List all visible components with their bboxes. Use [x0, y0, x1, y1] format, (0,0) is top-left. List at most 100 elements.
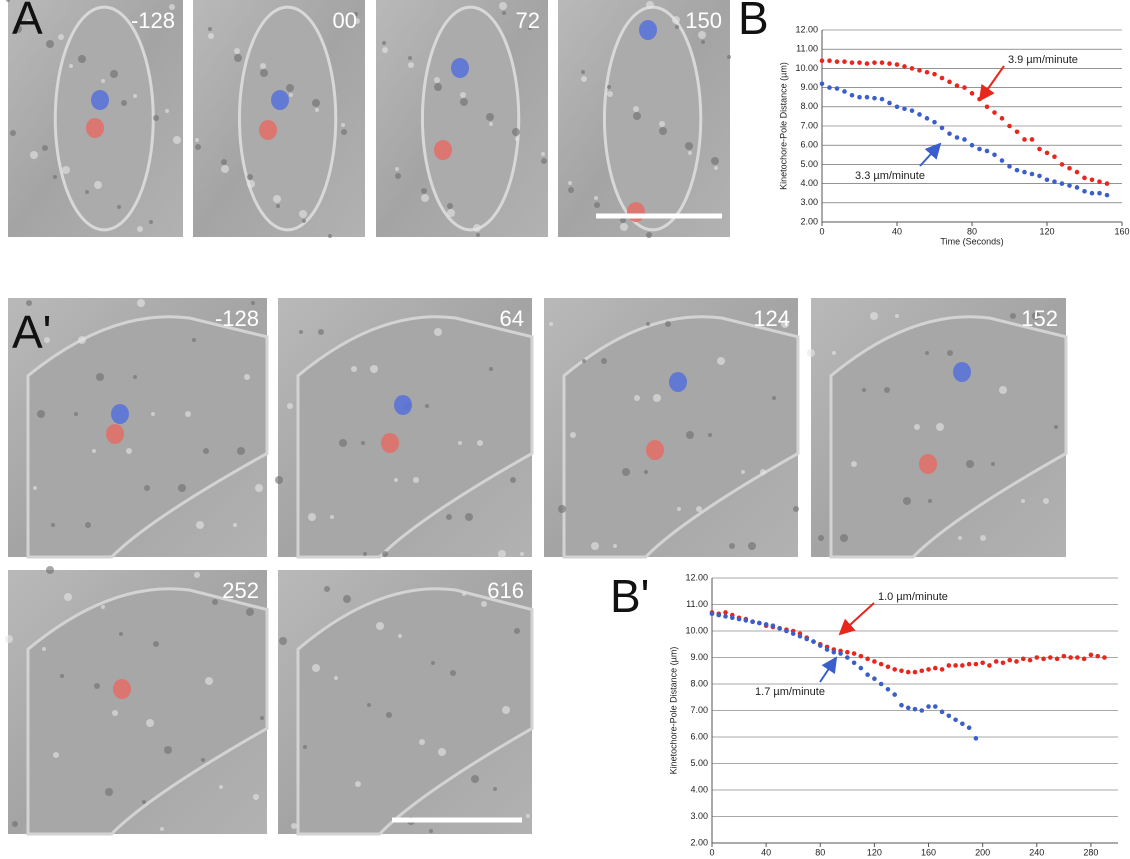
data-point	[835, 86, 840, 91]
data-point	[1022, 170, 1027, 175]
data-point	[1090, 191, 1095, 196]
texture	[549, 322, 553, 326]
texture	[144, 485, 150, 491]
data-point	[947, 714, 952, 719]
data-point	[872, 659, 877, 664]
data-point	[917, 112, 922, 117]
texture	[620, 223, 628, 231]
y-tick-label: 6.00	[690, 731, 708, 741]
x-tick-label: 120	[867, 847, 882, 857]
data-point	[1075, 185, 1080, 190]
data-point	[1068, 655, 1073, 660]
data-point	[987, 663, 992, 668]
timestamp: -128	[215, 306, 259, 331]
data-point	[1045, 151, 1050, 156]
texture	[339, 439, 347, 447]
data-point	[1045, 177, 1050, 182]
y-tick-label: 6.00	[800, 140, 818, 150]
data-point	[835, 59, 840, 64]
y-tick-label: 10.00	[685, 625, 708, 635]
data-point	[865, 672, 870, 677]
timestamp: 72	[516, 8, 540, 33]
texture	[201, 758, 205, 762]
y-tick-label: 11.00	[686, 599, 708, 609]
blue-kinetochore	[394, 395, 412, 415]
texture	[195, 144, 201, 150]
data-point	[1022, 137, 1027, 142]
data-point	[1095, 654, 1100, 659]
texture	[185, 411, 191, 417]
timestamp: 252	[222, 578, 259, 603]
texture	[714, 166, 718, 170]
data-point	[926, 667, 931, 672]
data-point	[750, 619, 755, 624]
texture	[421, 188, 427, 194]
texture	[870, 312, 878, 320]
texture	[289, 93, 293, 97]
data-point	[955, 135, 960, 140]
texture	[324, 586, 330, 592]
red-kinetochore	[113, 679, 131, 699]
data-point	[886, 664, 891, 669]
timestamp: 00	[333, 8, 357, 33]
data-point	[1035, 655, 1040, 660]
texture	[421, 194, 429, 202]
data-point	[940, 710, 945, 715]
data-point	[1030, 172, 1035, 177]
y-tick-label: 5.00	[690, 758, 708, 768]
x-tick-label: 160	[921, 847, 936, 857]
texture	[121, 100, 127, 106]
data-point	[1075, 655, 1080, 660]
data-point	[1000, 158, 1005, 163]
data-point	[842, 89, 847, 94]
data-point	[933, 704, 938, 709]
texture	[462, 592, 466, 596]
texture	[203, 448, 209, 454]
data-point	[1075, 170, 1080, 175]
y-tick-label: 3.00	[690, 811, 708, 821]
data-point	[820, 58, 825, 63]
texture	[149, 220, 153, 224]
red-kinetochore	[646, 440, 664, 460]
data-point	[827, 85, 832, 90]
data-point	[892, 692, 897, 697]
texture	[126, 448, 132, 454]
texture	[633, 106, 639, 112]
texture	[151, 412, 155, 416]
texture	[62, 166, 70, 174]
texture	[634, 395, 640, 401]
texture	[46, 40, 54, 48]
data-point	[1007, 124, 1012, 129]
texture	[541, 158, 547, 164]
data-point	[917, 68, 922, 73]
texture	[279, 637, 287, 645]
texture	[772, 396, 776, 400]
data-point	[977, 147, 982, 152]
texture	[205, 677, 213, 685]
texture	[489, 367, 493, 371]
texture	[594, 196, 598, 200]
data-point	[723, 610, 728, 615]
x-tick-label: 200	[975, 847, 990, 857]
data-point	[820, 81, 825, 86]
texture	[481, 601, 487, 607]
texture	[363, 552, 367, 556]
texture	[275, 476, 283, 484]
texture	[991, 462, 995, 466]
texture	[386, 712, 392, 718]
texture	[110, 70, 118, 78]
texture	[94, 181, 102, 189]
texture	[287, 403, 293, 409]
texture	[69, 64, 73, 68]
texture	[447, 209, 455, 217]
data-point	[1028, 658, 1033, 663]
texture	[434, 77, 440, 83]
data-point	[857, 60, 862, 65]
texture	[221, 165, 229, 173]
data-point	[1082, 657, 1087, 662]
texture	[895, 314, 899, 318]
texture	[646, 1, 654, 9]
texture	[303, 745, 307, 749]
x-tick-label: 40	[761, 847, 771, 857]
data-point	[798, 634, 803, 639]
